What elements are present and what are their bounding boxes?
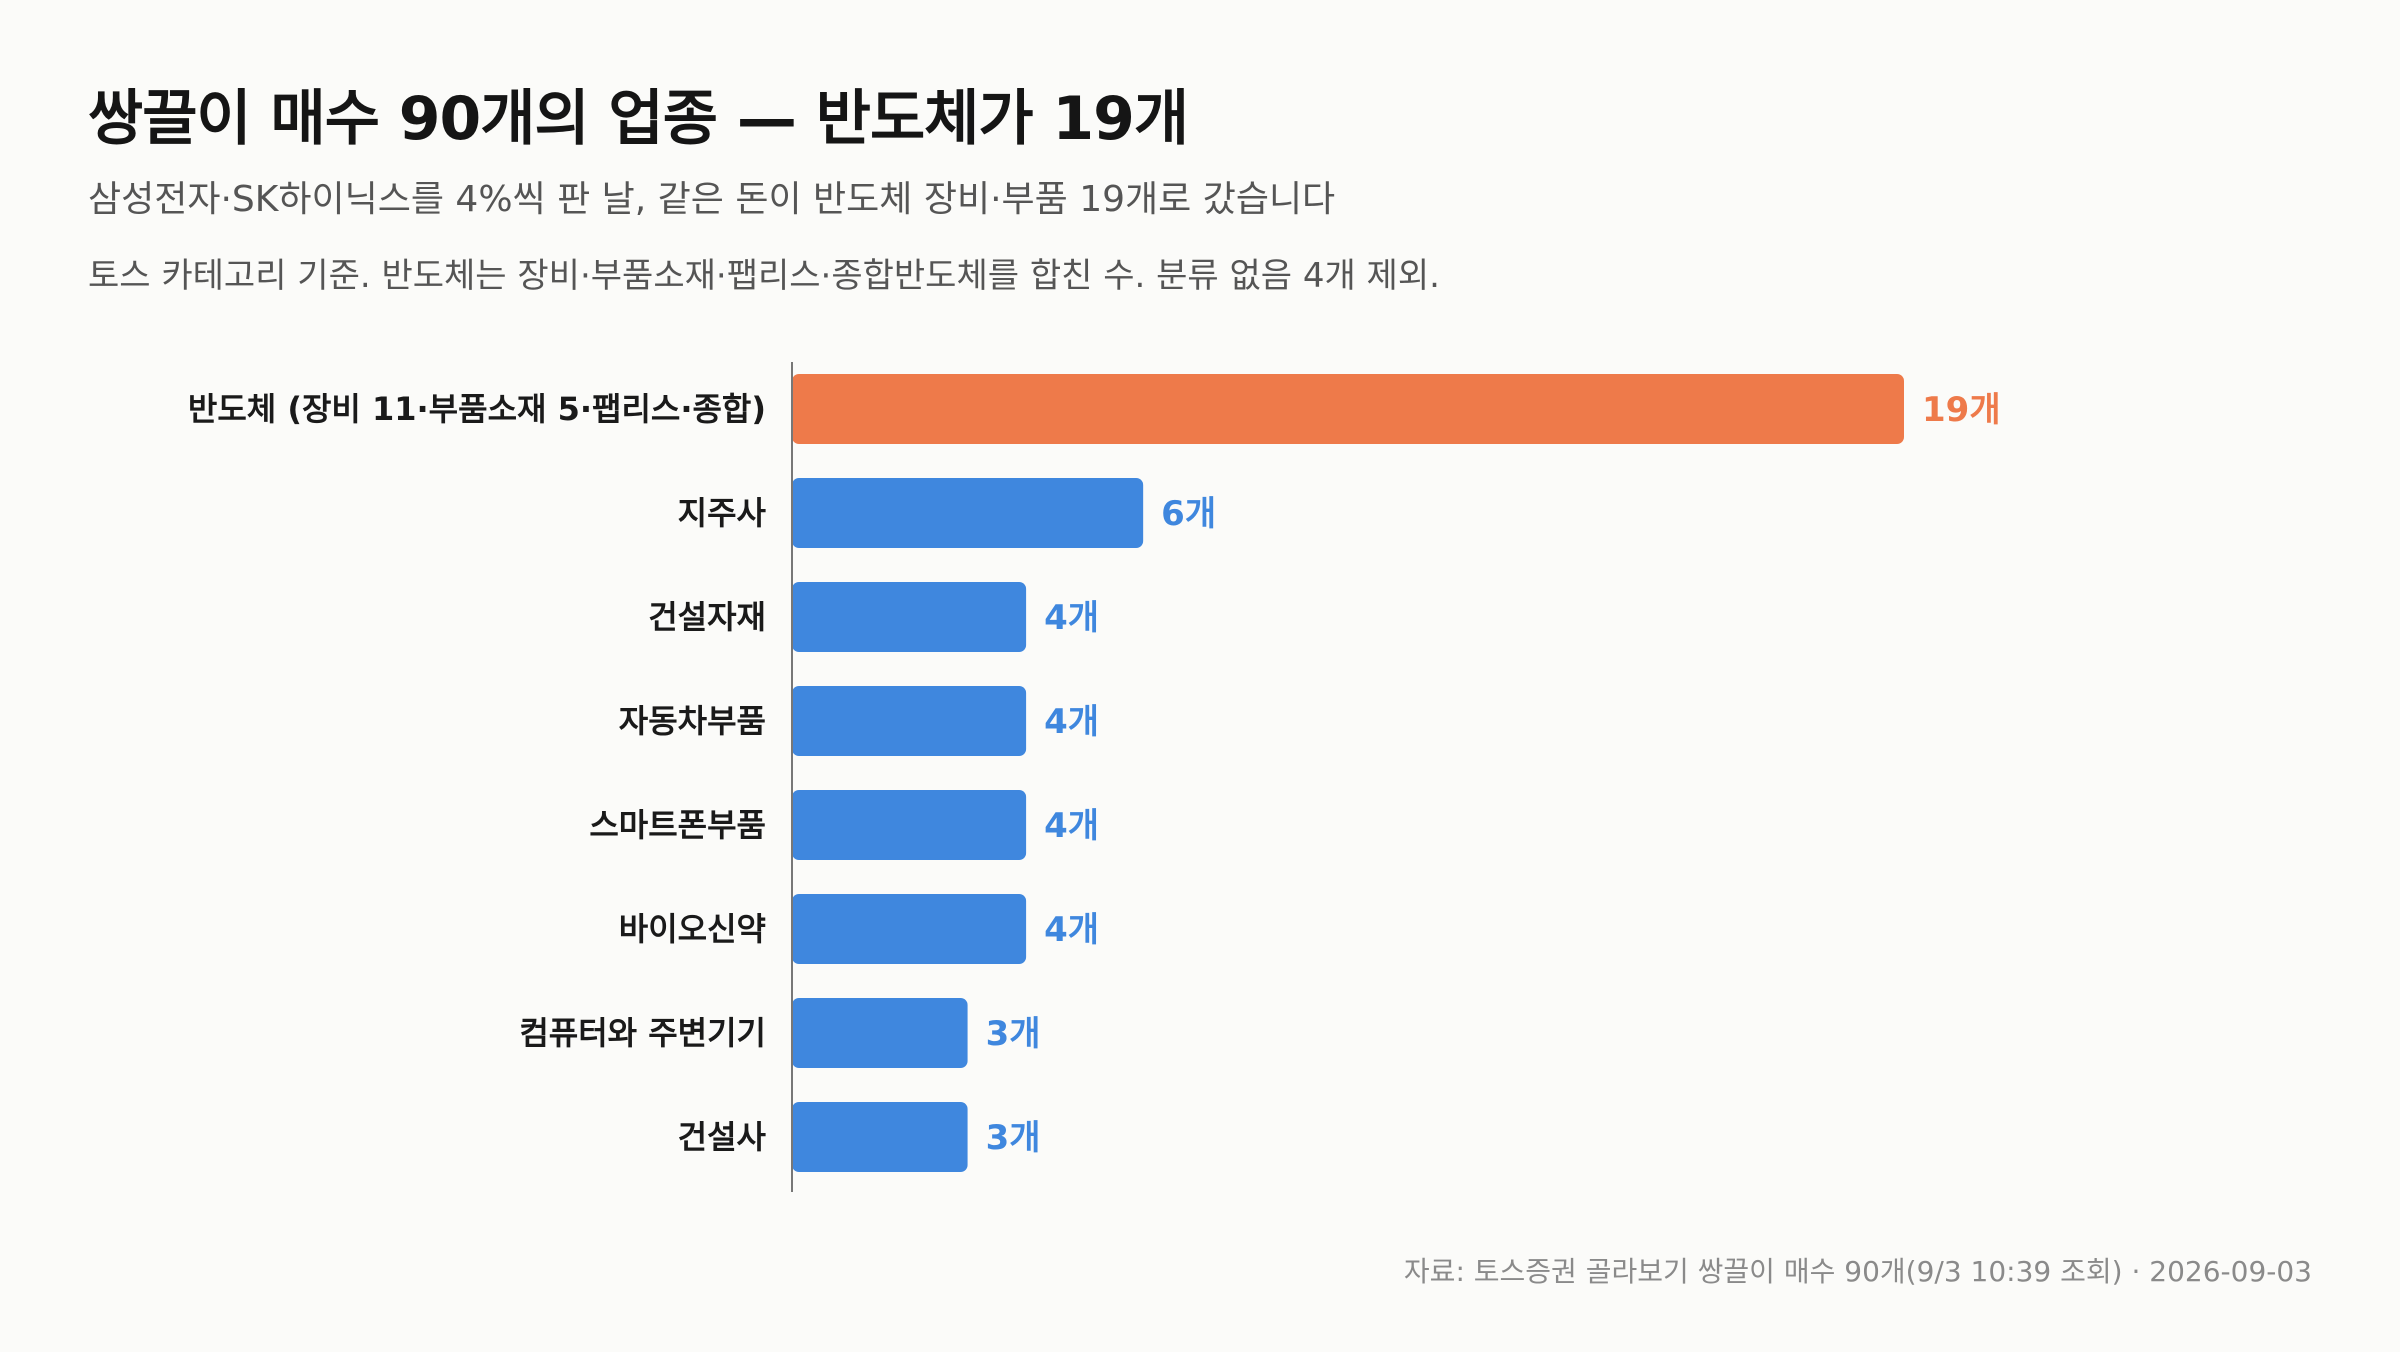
value-label: 6개 (1161, 494, 1216, 534)
bar (792, 998, 968, 1068)
value-label: 4개 (1044, 806, 1099, 846)
page-title: 쌍끌이 매수 90개의 업종 — 반도체가 19개 (88, 84, 1189, 154)
page-subtitle: 삼성전자·SK하이닉스를 4%씩 판 날, 같은 돈이 반도체 장비·부품 19… (88, 179, 1336, 220)
category-label: 건설자재 (648, 598, 766, 636)
bar (792, 790, 1027, 860)
category-label: 바이오신약 (619, 910, 766, 948)
category-label: 스마트폰부품 (589, 806, 766, 844)
value-label: 4개 (1044, 910, 1099, 950)
category-label: 자동차부품 (619, 702, 766, 740)
bar (792, 686, 1027, 756)
bar (792, 1102, 968, 1172)
source-note: 자료: 토스증권 골라보기 쌍끌이 매수 90개(9/3 10:39 조회) ·… (1403, 1255, 2312, 1288)
value-label: 3개 (986, 1014, 1041, 1054)
bar (792, 374, 1904, 444)
category-label: 반도체 (장비 11·부품소재 5·팹리스·종합) (188, 390, 766, 428)
chart-note: 토스 카테고리 기준. 반도체는 장비·부품소재·팹리스·종합반도체를 합친 수… (88, 256, 1440, 296)
bar (792, 894, 1027, 964)
bar (792, 478, 1144, 548)
value-label: 3개 (986, 1118, 1041, 1158)
category-label: 지주사 (678, 494, 767, 532)
category-label: 건설사 (678, 1118, 767, 1156)
value-label: 4개 (1044, 702, 1099, 742)
bar (792, 582, 1027, 652)
category-label: 컴퓨터와 주변기기 (519, 1014, 766, 1052)
value-label: 19개 (1922, 390, 2001, 430)
value-label: 4개 (1044, 598, 1099, 638)
